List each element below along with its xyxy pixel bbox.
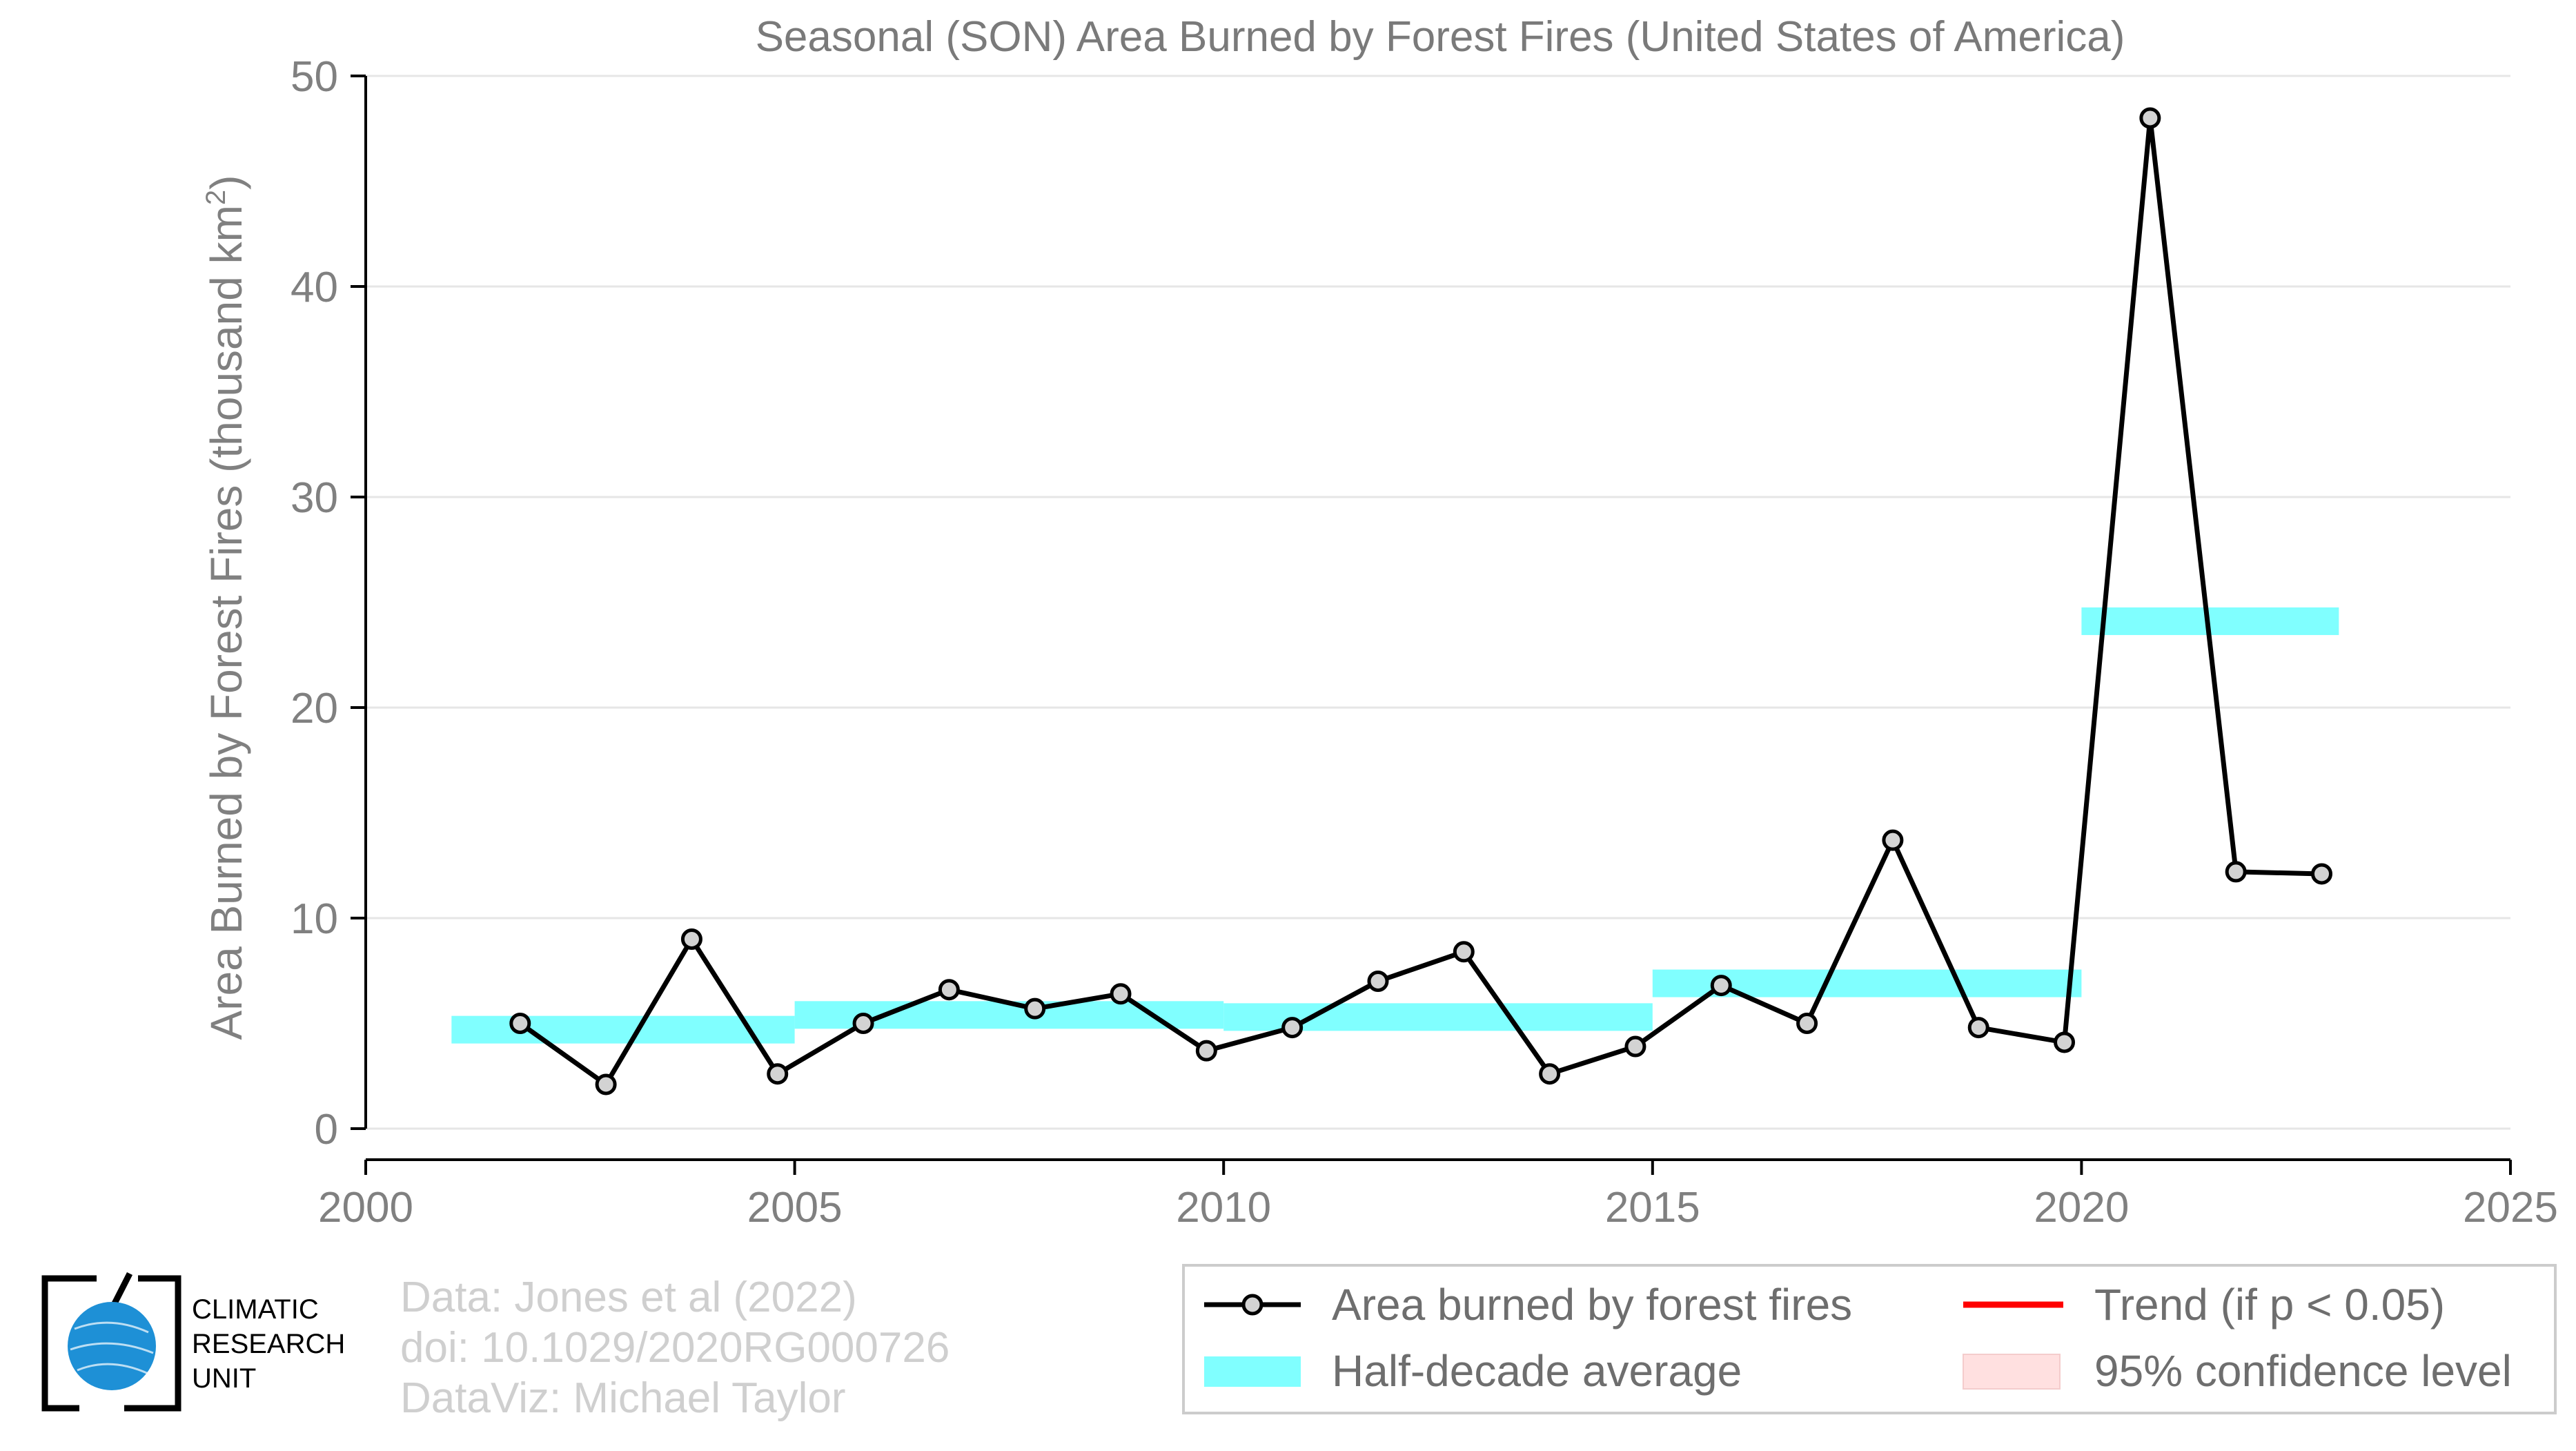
half-decade-average-bars <box>451 607 2339 1044</box>
credit-dataviz: DataViz: Michael Taylor <box>400 1374 846 1422</box>
data-point <box>852 1013 874 1034</box>
data-point <box>1539 1063 1561 1085</box>
data-point <box>595 1073 617 1095</box>
data-point <box>1110 983 1132 1005</box>
x-tick-label-2010: 2010 <box>1176 1184 1271 1231</box>
y-axis-title-main: Area Burned by Forest Fires (thousand km <box>201 205 251 1040</box>
cru-logo: CLIMATIC RESEARCH UNIT <box>41 1272 345 1412</box>
x-tick-label-2020: 2020 <box>2034 1184 2129 1231</box>
area-burned-series <box>509 107 2332 1095</box>
legend-box <box>1182 1264 2557 1414</box>
data-point <box>1367 971 1389 992</box>
legend: Area burned by forest fires Trend (if p … <box>1182 1264 2557 1414</box>
legend-label-half-decade: Half-decade average <box>1332 1346 1742 1396</box>
data-point <box>1967 1017 1989 1039</box>
legend-swatch-confidence <box>1963 1354 2061 1390</box>
x-tick-label-2025: 2025 <box>2463 1184 2558 1231</box>
data-point <box>2054 1031 2076 1053</box>
data-point <box>2310 863 2332 885</box>
x-tick-label-2015: 2015 <box>1605 1184 1700 1231</box>
grid-lines <box>366 75 2510 1130</box>
y-tick-label-20: 20 <box>291 685 338 732</box>
data-point <box>1710 975 1732 997</box>
logo-bracket-left <box>41 1275 97 1412</box>
data-point <box>680 928 702 950</box>
series-line <box>518 115 2322 1087</box>
y-tick-label-10: 10 <box>291 895 338 943</box>
y-tick-labels: 0 10 20 30 40 50 <box>291 53 338 1153</box>
legend-swatch-half-decade <box>1204 1356 1301 1387</box>
credit-data-source: Data: Jones et al (2022) <box>400 1274 857 1321</box>
data-point <box>1796 1013 1818 1034</box>
logo-text-research: RESEARCH <box>192 1329 345 1359</box>
legend-marker-area-burned <box>1241 1294 1264 1316</box>
y-tick-label-0: 0 <box>315 1106 338 1153</box>
half-decade-bar-0 <box>451 1015 795 1044</box>
credit-doi: doi: 10.1029/2020RG000726 <box>400 1324 950 1372</box>
y-tick-label-50: 50 <box>291 53 338 101</box>
x-tick-labels: 2000 2005 2010 2015 2020 2025 <box>318 1184 2558 1231</box>
y-tick-label-30: 30 <box>291 474 338 522</box>
data-point <box>2225 861 2247 883</box>
data-point <box>938 979 960 1001</box>
data-point <box>1453 941 1475 963</box>
data-point <box>767 1063 789 1085</box>
logo-bracket-right <box>124 1275 181 1412</box>
logo-text-unit: UNIT <box>192 1363 256 1394</box>
data-point <box>1281 1017 1304 1039</box>
y-tick-label-40: 40 <box>291 264 338 311</box>
data-point <box>509 1013 531 1034</box>
data-point <box>1624 1035 1646 1058</box>
y-axis-title-close: ) <box>201 175 251 190</box>
data-point <box>1882 829 1904 851</box>
logo-text-climatic: CLIMATIC <box>192 1294 319 1325</box>
legend-label-area-burned: Area burned by forest fires <box>1332 1280 1852 1330</box>
data-point <box>2139 107 2161 129</box>
axes <box>351 75 2512 1175</box>
legend-label-confidence: 95% confidence level <box>2094 1346 2512 1396</box>
data-point <box>1195 1040 1217 1062</box>
chart-title: Seasonal (SON) Area Burned by Forest Fir… <box>756 13 2125 61</box>
y-axis-title-superscript: 2 <box>201 190 231 205</box>
data-point <box>1024 997 1046 1020</box>
x-tick-label-2000: 2000 <box>318 1184 413 1231</box>
x-tick-label-2005: 2005 <box>747 1184 843 1231</box>
y-axis-title: Area Burned by Forest Fires (thousand km… <box>201 175 251 1040</box>
legend-label-trend: Trend (if p < 0.05) <box>2094 1280 2445 1330</box>
globe-lines <box>70 1321 154 1375</box>
